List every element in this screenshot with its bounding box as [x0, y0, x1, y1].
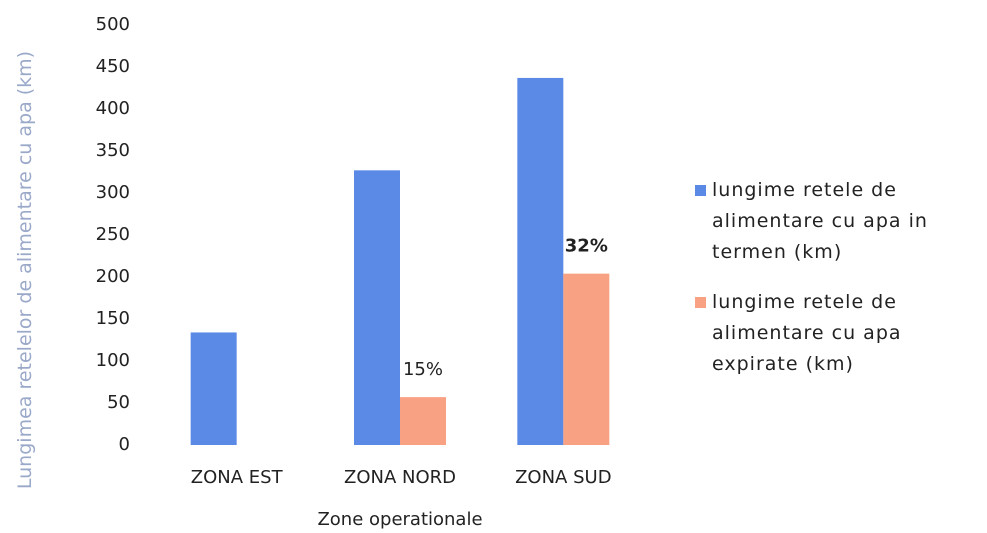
y-tick-label: 450 — [96, 56, 130, 77]
y-tick-label: 400 — [96, 98, 130, 119]
bar — [517, 77, 564, 446]
y-axis-title-box: Lungimea retelelor de alimentare cu apa … — [14, 50, 36, 490]
legend-swatch — [695, 185, 706, 196]
y-tick-label: 50 — [107, 392, 130, 413]
y-tick-label: 200 — [96, 266, 130, 287]
y-axis-title: Lungimea retelelor de alimentare cu apa … — [14, 50, 36, 490]
y-tick-label: 350 — [96, 140, 130, 161]
x-tick-label: ZONA SUD — [515, 467, 611, 488]
y-tick-label: 100 — [96, 350, 130, 371]
bar — [190, 332, 237, 445]
y-tick-label: 300 — [96, 182, 130, 203]
data-label: 15% — [403, 359, 443, 380]
bar — [563, 273, 610, 445]
bar — [354, 170, 400, 445]
y-tick-label: 500 — [96, 14, 130, 35]
x-tick-label: ZONA EST — [191, 467, 284, 488]
legend-entry: lungime retele de alimentare cu apa expi… — [712, 291, 902, 375]
y-tick-label: 0 — [119, 434, 130, 455]
y-tick-label: 150 — [96, 308, 130, 329]
legend-swatch — [695, 297, 706, 308]
legend-entry-box: lungime retele de alimentare cu apa expi… — [712, 291, 902, 375]
x-axis-title: Zone operationale — [317, 509, 482, 530]
y-tick-label: 250 — [96, 224, 130, 245]
legend-entry: lungime retele de alimentare cu apa in t… — [712, 179, 928, 263]
legend-entry-box: lungime retele de alimentare cu apa in t… — [712, 179, 928, 263]
data-label: 32% — [565, 236, 608, 257]
bar — [400, 397, 446, 445]
x-tick-label: ZONA NORD — [344, 467, 456, 488]
